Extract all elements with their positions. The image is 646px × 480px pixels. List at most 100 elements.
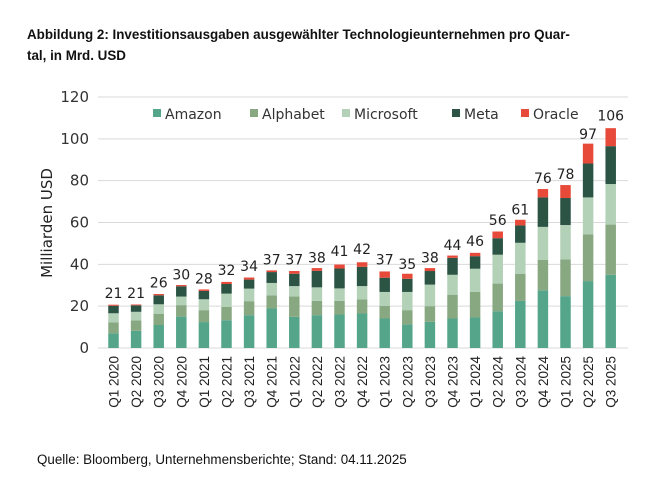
bar-segment-oracle	[515, 219, 526, 226]
total-label: 21	[105, 286, 123, 302]
bar-stack	[130, 304, 142, 348]
total-label: 97	[579, 127, 597, 143]
y-tick-label: 100	[60, 130, 89, 148]
bar-segment-meta	[356, 266, 368, 287]
bar-segment-meta	[198, 290, 210, 300]
bar-stack	[266, 270, 277, 348]
x-tick-label: Q2 2025	[581, 356, 596, 408]
y-tick-label: 20	[70, 297, 89, 315]
bar-segment-amazon	[266, 308, 277, 348]
bar-segment-amazon	[289, 316, 300, 348]
bar-segment-oracle	[311, 268, 323, 271]
bar-segment-meta	[130, 305, 142, 312]
bar-segment-amazon	[243, 315, 255, 348]
bar-segment-amazon	[447, 318, 458, 348]
bar-stack	[108, 304, 119, 348]
bar-segment-amazon	[356, 313, 368, 348]
x-tick-label: Q1 2021	[197, 356, 212, 408]
bar-segment-amazon	[311, 315, 323, 348]
legend-item-amazon: Amazon	[153, 107, 222, 123]
bar-segment-oracle	[130, 304, 142, 306]
bar-segment-amazon	[108, 333, 119, 348]
total-label: 61	[511, 202, 529, 218]
bar-segment-oracle	[605, 128, 616, 147]
bar-segment-oracle	[176, 285, 187, 287]
bar-segment-meta	[424, 271, 436, 285]
bar-segment-microsoft	[334, 288, 345, 301]
x-tick-label: Q2 2022	[310, 356, 325, 408]
bar-segment-amazon	[560, 296, 571, 348]
bar-segment-meta	[289, 273, 300, 287]
bar-segment-microsoft	[311, 287, 323, 301]
x-tick-label: Q1 2023	[378, 356, 393, 408]
bar-segment-meta	[311, 270, 323, 288]
total-label: 37	[376, 253, 394, 269]
bar-segment-microsoft	[515, 242, 526, 274]
bar-segment-oracle	[402, 273, 413, 279]
bar-stack	[582, 143, 594, 348]
bar-stack	[289, 271, 300, 348]
bar-segment-meta	[243, 279, 255, 289]
total-label: 34	[240, 259, 258, 275]
bar-stack	[402, 273, 413, 348]
bar-segment-microsoft	[198, 299, 210, 311]
x-axis-ticks: Q1 2020 Q2 2020 Q3 2020 Q4 2020 Q1 2021 Q2 20…	[107, 356, 619, 408]
x-tick-label: Q1 2022	[287, 356, 302, 408]
bar-segment-amazon	[402, 324, 413, 348]
legend-label: Alphabet	[262, 107, 325, 123]
total-label: 76	[534, 171, 552, 187]
total-label: 42	[353, 242, 371, 258]
x-tick-label: Q1 2020	[107, 356, 122, 408]
bar-segment-meta	[537, 197, 549, 227]
x-tick-label: Q3 2025	[604, 356, 619, 408]
bar-segment-alphabet	[153, 313, 164, 325]
bar-segment-oracle	[243, 277, 255, 280]
bar-segment-oracle	[424, 268, 436, 272]
bar-segment-meta	[515, 225, 526, 243]
bar-segment-alphabet	[515, 273, 526, 301]
bar-segment-microsoft	[537, 226, 549, 260]
bar-segment-meta	[334, 268, 345, 289]
bar-stack	[537, 189, 549, 348]
x-tick-label: Q4 2020	[174, 356, 189, 408]
bar-segment-oracle	[560, 185, 571, 199]
bar-stack	[379, 271, 390, 348]
legend-item-microsoft: Microsoft	[342, 107, 418, 123]
bar-segment-meta	[582, 163, 594, 198]
bar-segment-alphabet	[582, 234, 594, 282]
bar-segment-meta	[560, 198, 571, 226]
bar-segment-alphabet	[537, 259, 549, 291]
legend-item-meta: Meta	[452, 107, 499, 123]
total-label: 30	[172, 267, 190, 283]
bar-segment-microsoft	[243, 288, 255, 302]
bar-stack	[334, 264, 345, 348]
x-tick-label: Q1 2024	[468, 356, 483, 408]
x-tick-label: Q3 2020	[152, 356, 167, 408]
total-label: 21	[127, 286, 145, 302]
bar-segment-alphabet	[447, 294, 458, 319]
legend-label: Microsoft	[354, 107, 418, 123]
legend-label: Oracle	[533, 107, 579, 123]
legend-swatch	[153, 109, 161, 117]
x-tick-label: Q4 2023	[446, 356, 461, 408]
bar-segment-amazon	[582, 281, 594, 348]
bar-segment-alphabet	[176, 305, 187, 317]
y-tick-label: 0	[79, 339, 89, 357]
bar-segment-meta	[153, 295, 164, 305]
bar-segment-amazon	[153, 324, 164, 348]
y-tick-label: 60	[70, 214, 89, 232]
bar-segment-amazon	[492, 311, 503, 348]
bar-segment-amazon	[379, 318, 390, 348]
legend-item-oracle: Oracle	[521, 107, 579, 123]
total-label: 41	[331, 244, 349, 260]
bar-segment-amazon	[334, 314, 345, 348]
bar-segment-amazon	[221, 320, 232, 348]
bar-segment-alphabet	[289, 296, 300, 317]
bar-stack	[469, 252, 481, 348]
bar-segment-alphabet	[469, 291, 481, 318]
bar-segment-alphabet	[402, 310, 413, 325]
bar-segment-alphabet	[108, 322, 119, 334]
bar-segment-meta	[176, 286, 187, 297]
bar-segment-alphabet	[424, 306, 436, 322]
bar-segment-microsoft	[492, 254, 503, 284]
